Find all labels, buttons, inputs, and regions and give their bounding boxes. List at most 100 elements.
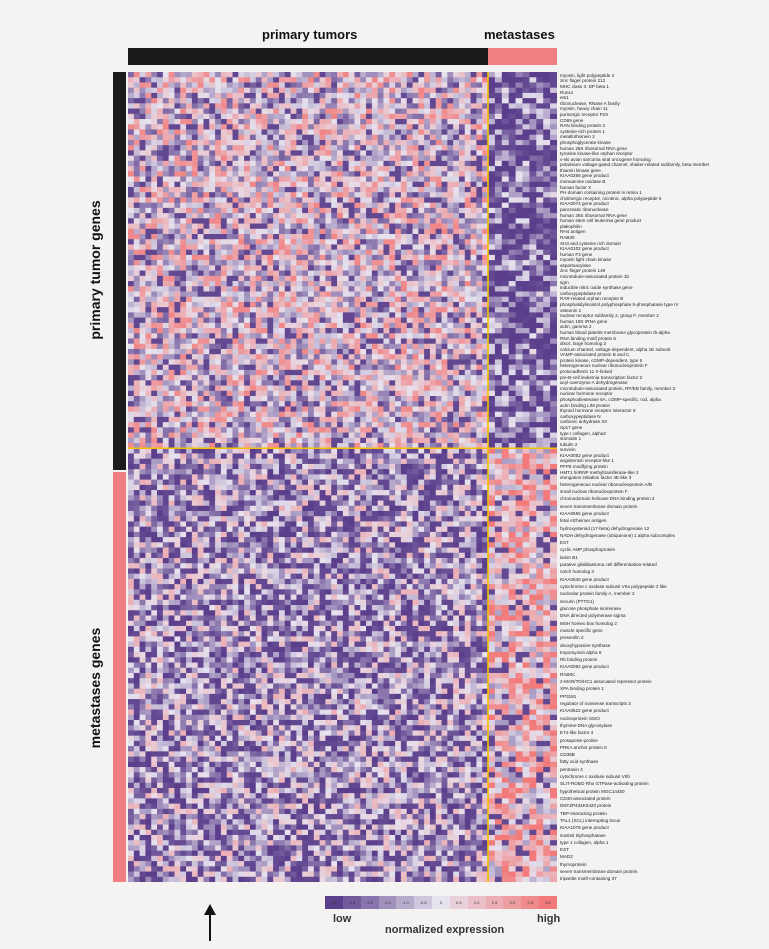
heatmap-cell [249,139,257,146]
heatmap-cell [145,103,152,109]
heatmap-cell [203,124,210,130]
heatmap-cell [441,207,448,214]
heatmap-cell [371,197,378,203]
heatmap-cell [331,380,338,386]
heatmap-cell [226,270,233,277]
heatmap-cell [145,307,152,313]
heatmap-cell [400,228,408,235]
heatmap-cell [395,139,402,146]
heatmap-cell [412,87,419,94]
heatmap-cell [366,124,373,130]
heatmap-cell [209,150,216,156]
heatmap-cell [515,176,523,183]
heatmap-cell [458,317,466,324]
heatmap-cell [203,155,210,162]
heatmap-cell [273,390,280,397]
heatmap-cell [482,134,489,141]
heatmap-cell [389,270,396,277]
heatmap-cell [249,317,257,324]
heatmap-cell [133,171,140,177]
heatmap-cell [209,322,216,329]
heatmap-cell [337,129,344,136]
heatmap-cell [406,427,413,433]
heatmap-cell [267,369,274,376]
heatmap-cell [441,249,448,256]
heatmap-cell [261,328,268,334]
heatmap-cell [550,369,557,376]
heatmap-cell [529,260,537,266]
heatmap-cell [476,390,483,397]
heatmap-cell [543,406,551,412]
heatmap-cell [342,307,349,313]
heatmap-cell [337,406,344,412]
heatmap-cell [529,87,537,94]
heatmap-cell [543,119,551,125]
heatmap-cell [447,108,454,115]
heatmap-cell [470,176,477,183]
heatmap-cell [255,108,262,115]
heatmap-cell [238,176,245,183]
heatmap-cell [180,207,187,214]
heatmap-cell [406,145,413,151]
heatmap-cell [313,192,320,198]
heatmap-cell [337,396,344,402]
heatmap-cell [464,77,471,83]
heatmap-cell [174,134,181,141]
heatmap-cell [302,301,309,308]
heatmap-cell [296,270,303,277]
heatmap-cell [348,145,355,151]
heatmap-cell [488,197,496,203]
heatmap-cell [508,160,516,167]
heatmap-cell [515,359,523,365]
heatmap-cell [151,155,158,162]
heatmap-cell [488,281,496,287]
heatmap-cell [278,103,286,109]
heatmap-cell [354,364,361,371]
heatmap-cell [162,72,169,78]
heatmap-cell [290,265,297,271]
heatmap-cell [139,197,146,203]
heatmap-cell [508,239,516,245]
heatmap-cell [366,92,373,99]
heatmap-cell [515,181,523,188]
heatmap-cell [249,239,257,245]
heatmap-cell [255,218,262,224]
heatmap-cell [215,207,222,214]
heatmap-cell [249,108,257,115]
heatmap-cell [157,385,164,392]
heatmap-cell [400,98,408,104]
heatmap-cell [377,286,384,292]
heatmap-cell [441,254,448,261]
heatmap-cell [435,176,442,183]
heatmap-cell [337,82,344,88]
heatmap-cell [209,108,216,115]
heatmap-cell [515,369,523,376]
heatmap-cell [412,82,419,88]
heatmap-cell [302,364,309,371]
heatmap-cell [249,375,257,381]
heatmap-cell [157,234,164,240]
heatmap-cell [424,207,431,214]
heatmap-cell [550,401,557,407]
heatmap-cell [157,139,164,146]
heatmap-cell [232,72,239,78]
heatmap-cell [168,317,175,324]
heatmap-cell [360,406,367,412]
heatmap-cell [174,317,181,324]
heatmap-cell [273,119,280,125]
heatmap-cell [331,348,338,355]
heatmap-cell [249,129,257,136]
heatmap-cell [151,228,158,235]
heatmap-cell [308,328,315,334]
heatmap-cell [238,87,245,94]
heatmap-cell [488,186,496,193]
heatmap-cell [203,286,210,292]
heatmap-cell [180,338,187,345]
heatmap-cell [191,119,198,125]
heatmap-cell [458,72,466,78]
heatmap-cell [151,181,158,188]
heatmap-cell [209,270,216,277]
heatmap-cell [464,286,471,292]
heatmap-cell [273,181,280,188]
heatmap-cell [203,401,210,407]
